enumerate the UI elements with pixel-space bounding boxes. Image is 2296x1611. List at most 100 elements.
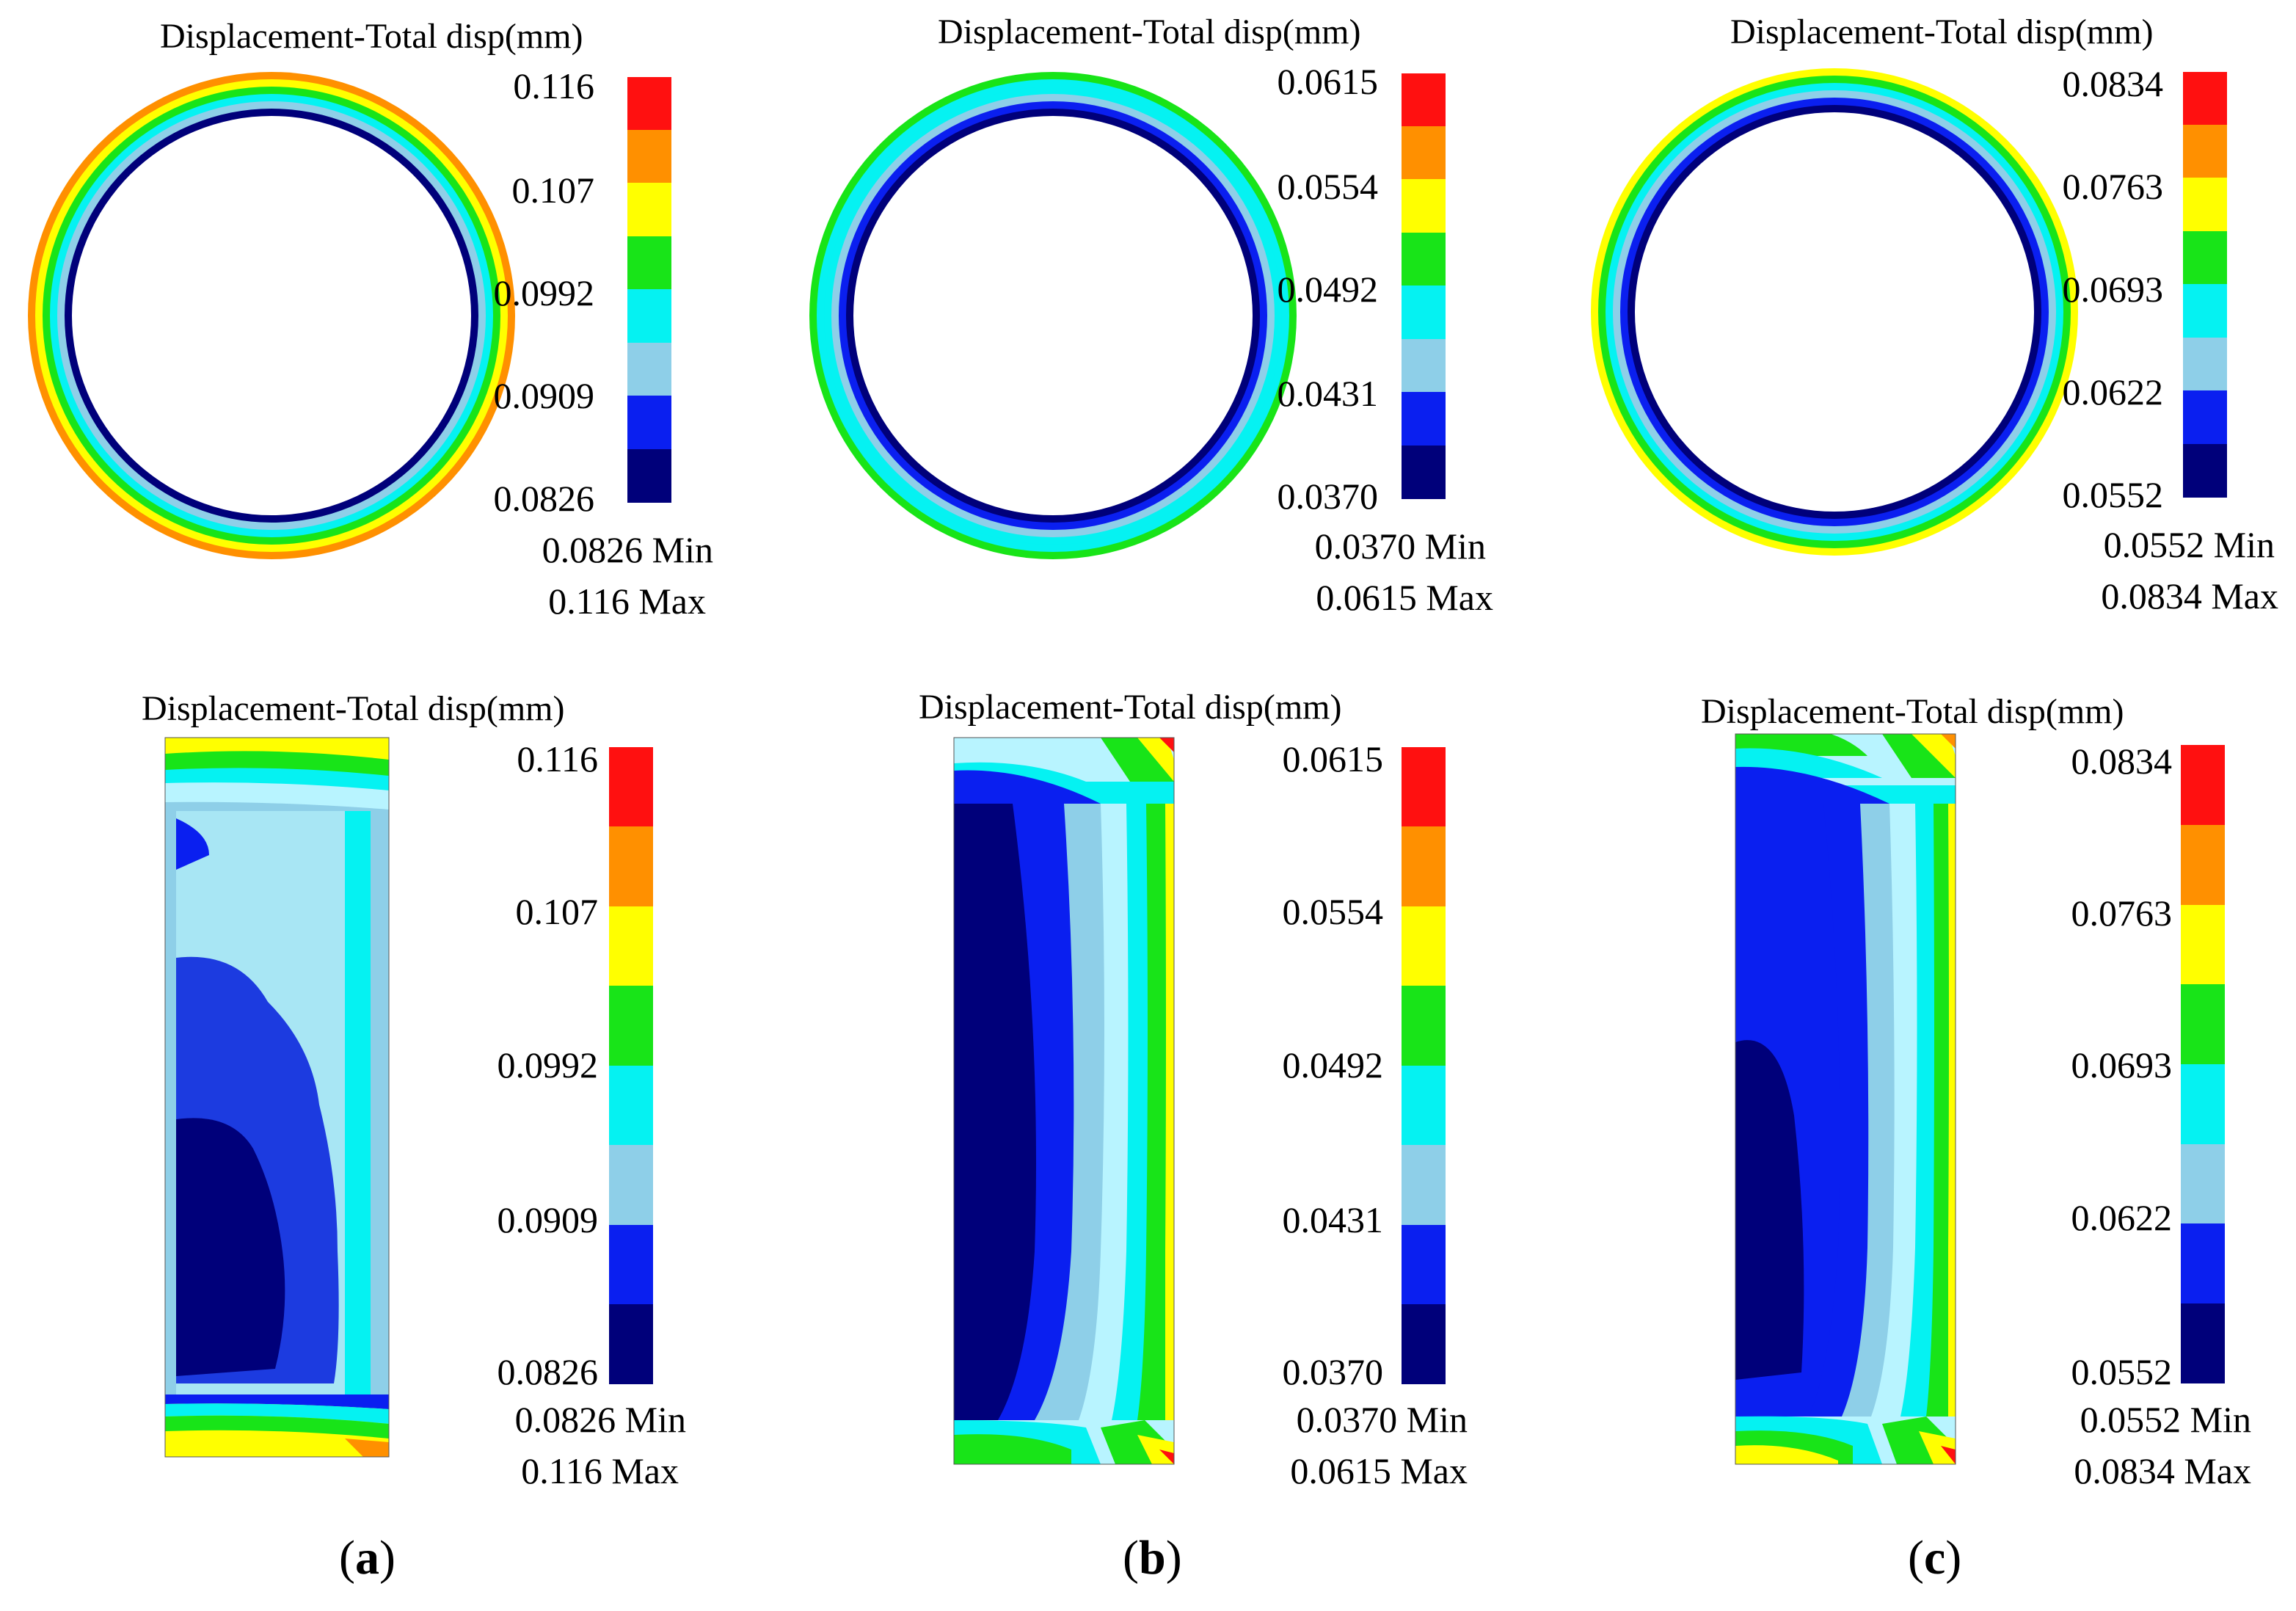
legend-band-6	[2183, 178, 2227, 231]
panel-a-top-tick-1: 0.116	[513, 65, 594, 106]
panel-c-top-color-legend	[2183, 72, 2227, 498]
panel-a-bottom-color-legend	[609, 747, 653, 1384]
legend-band-5	[627, 236, 671, 289]
legend-band-3	[2181, 1144, 2225, 1223]
legend-band-6	[1402, 179, 1446, 233]
panel-a-bottom-min: 0.0826 Min	[514, 1399, 686, 1440]
panel-b-bottom-title: Displacement-Total disp(mm)	[919, 688, 1342, 727]
panel-c-bottom-color-legend	[2181, 745, 2225, 1383]
panel-c-top-tick-4: 0.0622	[2062, 371, 2164, 412]
panel-c-ring-contour	[1591, 68, 2078, 556]
legend-band-3	[2183, 338, 2227, 390]
panel-b-bottom-min: 0.0370 Min	[1296, 1399, 1468, 1440]
panel-a-top-title: Displacement-Total disp(mm)	[160, 17, 583, 56]
legend-band-7	[609, 826, 653, 906]
legend-band-7	[2181, 825, 2225, 905]
legend-band-8	[627, 77, 671, 130]
ring-hole	[1635, 112, 2034, 512]
legend-band-8	[2181, 745, 2225, 825]
panel-c-top-min: 0.0552 Min	[2103, 524, 2275, 565]
panel-b-top-tick-4: 0.0431	[1277, 373, 1379, 414]
legend-band-5	[2181, 984, 2225, 1064]
panel-a-bottom-tick-2: 0.107	[515, 891, 599, 932]
legend-band-5	[609, 986, 653, 1066]
panel-a-bottom-tick-4: 0.0909	[497, 1199, 599, 1240]
panel-c-top-tick-1: 0.0834	[2062, 63, 2164, 104]
panel-b-bottom-max: 0.0615 Max	[1290, 1450, 1468, 1491]
legend-band-1	[627, 449, 671, 503]
legend-band-7	[2183, 125, 2227, 178]
panel-c-bottom-max: 0.0834 Max	[2074, 1450, 2251, 1491]
legend-band-4	[2183, 284, 2227, 338]
panel-b-label: (b)	[1123, 1531, 1182, 1585]
panel-c-bottom-tick-3: 0.0693	[2071, 1044, 2173, 1085]
ring-hole	[853, 116, 1253, 515]
panel-b-bottom-color-legend	[1402, 747, 1446, 1384]
legend-band-8	[1402, 73, 1446, 126]
panel-c-bottom-tick-4: 0.0622	[2071, 1197, 2173, 1238]
panel-c-bottom-title: Displacement-Total disp(mm)	[1701, 692, 2124, 731]
legend-band-2	[609, 1225, 653, 1304]
panel-a-bottom-title: Displacement-Total disp(mm)	[142, 689, 565, 728]
panel-b-bottom-tick-3: 0.0492	[1282, 1044, 1384, 1085]
legend-band-3	[627, 343, 671, 396]
panel-c-bottom-tick-2: 0.0763	[2071, 892, 2173, 934]
legend-band-6	[609, 906, 653, 986]
legend-band-1	[2181, 1303, 2225, 1383]
legend-band-1	[2183, 444, 2227, 498]
panel-c-top-title: Displacement-Total disp(mm)	[1730, 12, 2154, 51]
panel-a-label: (a)	[339, 1531, 396, 1585]
legend-band-4	[1402, 286, 1446, 339]
ring-hole	[72, 116, 471, 515]
legend-band-2	[2181, 1223, 2225, 1303]
legend-band-8	[609, 747, 653, 826]
panel-c-bottom-tick-5: 0.0552	[2071, 1351, 2173, 1392]
panel-b-top-max: 0.0615 Max	[1316, 577, 1493, 618]
panel-b-top-color-legend	[1402, 73, 1446, 499]
legend-band-2	[1402, 1225, 1446, 1304]
panel-a-top-color-legend	[627, 77, 671, 503]
panel-a-bottom-max: 0.116 Max	[521, 1450, 679, 1491]
legend-band-2	[627, 396, 671, 449]
legend-band-2	[1402, 392, 1446, 446]
legend-band-6	[1402, 906, 1446, 986]
legend-band-7	[1402, 126, 1446, 179]
panel-a-top-tick-2: 0.107	[511, 170, 595, 211]
panel-b-top-tick-1: 0.0615	[1277, 61, 1379, 102]
panel-a-bottom-tick-3: 0.0992	[497, 1044, 599, 1085]
panel-b-bottom-tick-4: 0.0431	[1282, 1199, 1384, 1240]
legend-band-6	[627, 183, 671, 236]
panel-a-top-tick-3: 0.0992	[493, 272, 595, 313]
panel-b-top-min: 0.0370 Min	[1314, 526, 1486, 567]
panel-c-label: (c)	[1908, 1531, 1962, 1585]
legend-band-3	[1402, 339, 1446, 392]
panel-c-top-tick-3: 0.0693	[2062, 269, 2164, 310]
panel-a-bottom-tick-1: 0.116	[517, 738, 598, 779]
panel-a-section-contour	[164, 737, 390, 1458]
legend-band-2	[2183, 390, 2227, 444]
legend-band-4	[2181, 1064, 2225, 1144]
panel-c-section-contour	[1735, 733, 1956, 1465]
panel-b-bottom-tick-1: 0.0615	[1282, 738, 1384, 779]
panel-c-bottom-tick-1: 0.0834	[2071, 741, 2173, 782]
legend-band-4	[1402, 1066, 1446, 1145]
panel-a-top-tick-4: 0.0909	[493, 375, 595, 416]
legend-band-8	[1402, 747, 1446, 826]
legend-band-7	[627, 130, 671, 183]
panel-c-bottom-min: 0.0552 Min	[2080, 1399, 2251, 1440]
panel-b-top-tick-2: 0.0554	[1277, 166, 1379, 207]
legend-band-1	[609, 1304, 653, 1384]
panel-a-bottom-tick-5: 0.0826	[497, 1351, 599, 1392]
legend-band-7	[1402, 826, 1446, 906]
legend-band-8	[2183, 72, 2227, 125]
legend-band-1	[1402, 1304, 1446, 1384]
panel-b-top-tick-3: 0.0492	[1277, 269, 1379, 310]
panel-c-top-tick-5: 0.0552	[2062, 474, 2164, 515]
panel-a-top-max: 0.116 Max	[548, 581, 706, 622]
legend-band-4	[609, 1066, 653, 1145]
legend-band-1	[1402, 446, 1446, 499]
legend-band-5	[2183, 231, 2227, 284]
legend-band-3	[1402, 1145, 1446, 1225]
panel-b-bottom-tick-2: 0.0554	[1282, 891, 1384, 932]
legend-band-5	[1402, 986, 1446, 1066]
